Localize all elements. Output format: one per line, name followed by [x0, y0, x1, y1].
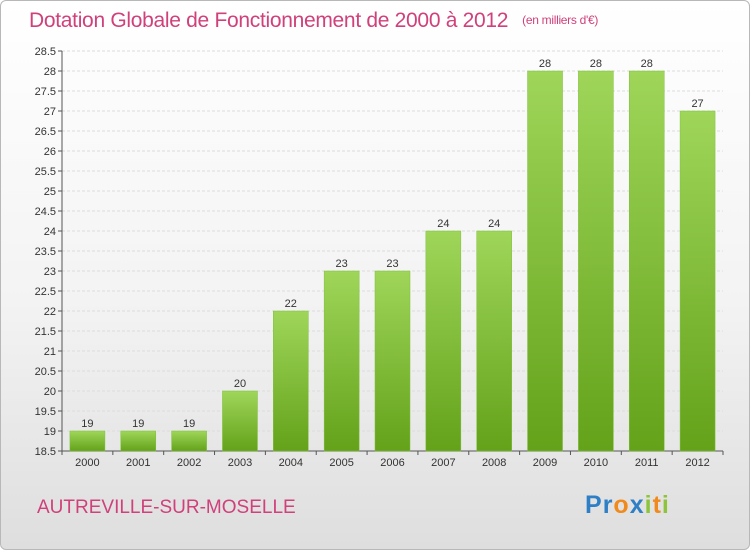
chart-unit: (en milliers d'€) — [522, 13, 599, 27]
bars — [69, 70, 716, 452]
x-tick-label: 2003 — [228, 457, 252, 469]
bar — [628, 70, 665, 452]
y-tick-label: 18.5 — [35, 446, 56, 458]
chart-title-text: Dotation Globale de Fonctionnement de 20… — [29, 9, 509, 32]
data-label: 24 — [488, 218, 500, 230]
y-tick-label: 25.5 — [35, 166, 56, 178]
bar — [323, 270, 360, 452]
bar — [425, 230, 462, 452]
y-tick-label: 27.5 — [35, 86, 56, 98]
y-tick-label: 28.5 — [35, 46, 56, 58]
logo-letter: t — [652, 491, 662, 519]
bar — [273, 310, 309, 452]
y-tick-label: 22 — [44, 306, 56, 318]
y-tick-label: 19 — [44, 426, 56, 438]
logo-letter: i — [661, 491, 670, 519]
bar — [578, 70, 614, 452]
x-axis-ticks: 2000 2001 2002 2003 2004 2005 2006 2007 2008 2009… — [61, 451, 724, 469]
logo-letter: r — [602, 491, 614, 519]
y-axis-ticks: 18.5 19 19.5 20 20.5 21 21.5 22 22.5 23 23.5 24 24.5… — [35, 46, 62, 458]
x-tick-label: 2010 — [584, 457, 608, 469]
x-tick-label: 2012 — [685, 457, 709, 469]
x-tick-label: 2009 — [533, 457, 557, 469]
proxiti-logo: Proxiti — [585, 491, 670, 520]
y-tick-label: 19.5 — [35, 406, 56, 418]
x-tick-label: 2004 — [279, 457, 303, 469]
bar — [527, 70, 563, 452]
bar — [120, 430, 157, 452]
bar — [69, 430, 106, 452]
x-tick-label: 2002 — [177, 457, 201, 469]
data-label: 19 — [81, 418, 93, 430]
bar — [222, 390, 258, 452]
y-tick-label: 21.5 — [35, 326, 56, 338]
y-tick-label: 25 — [44, 186, 56, 198]
chart-title: Dotation Globale de Fonctionnement de 20… — [29, 9, 598, 33]
commune-name: AUTREVILLE-SUR-MOSELLE — [37, 497, 296, 518]
y-tick-label: 22.5 — [35, 286, 56, 298]
data-label: 27 — [691, 98, 703, 110]
data-label: 20 — [234, 378, 246, 390]
data-labels: 19 19 19 20 22 23 23 24 24 28 28 28 27 — [81, 58, 703, 430]
data-label: 23 — [336, 258, 348, 270]
data-label: 28 — [539, 58, 551, 70]
logo-letter: i — [644, 491, 653, 519]
x-tick-label: 2011 — [635, 457, 659, 469]
x-tick-label: 2007 — [431, 457, 455, 469]
y-tick-label: 20 — [44, 386, 56, 398]
bar — [171, 430, 207, 452]
bar — [374, 270, 411, 452]
data-label: 22 — [285, 298, 297, 310]
logo-letter: x — [629, 491, 645, 519]
y-tick-label: 24 — [44, 226, 56, 238]
data-label: 24 — [437, 218, 449, 230]
data-label: 19 — [132, 418, 144, 430]
y-tick-label: 21 — [44, 346, 56, 358]
y-tick-label: 20.5 — [35, 366, 56, 378]
y-tick-label: 24.5 — [35, 206, 56, 218]
x-tick-label: 2000 — [75, 457, 99, 469]
logo-letter: P — [585, 491, 603, 519]
y-tick-label: 27 — [44, 106, 56, 118]
data-label: 19 — [183, 418, 195, 430]
logo-letter: o — [613, 491, 630, 519]
x-tick-label: 2001 — [126, 457, 150, 469]
bar — [476, 230, 512, 452]
y-tick-label: 26.5 — [35, 126, 56, 138]
y-tick-label: 26 — [44, 146, 56, 158]
x-tick-label: 2005 — [329, 457, 353, 469]
x-tick-label: 2008 — [482, 457, 506, 469]
y-tick-label: 23.5 — [35, 246, 56, 258]
y-tick-label: 23 — [44, 266, 56, 278]
data-label: 23 — [386, 258, 398, 270]
y-tick-label: 28 — [44, 66, 56, 78]
bar — [679, 110, 716, 452]
data-label: 28 — [641, 58, 653, 70]
x-tick-label: 2006 — [380, 457, 404, 469]
data-label: 28 — [590, 58, 602, 70]
